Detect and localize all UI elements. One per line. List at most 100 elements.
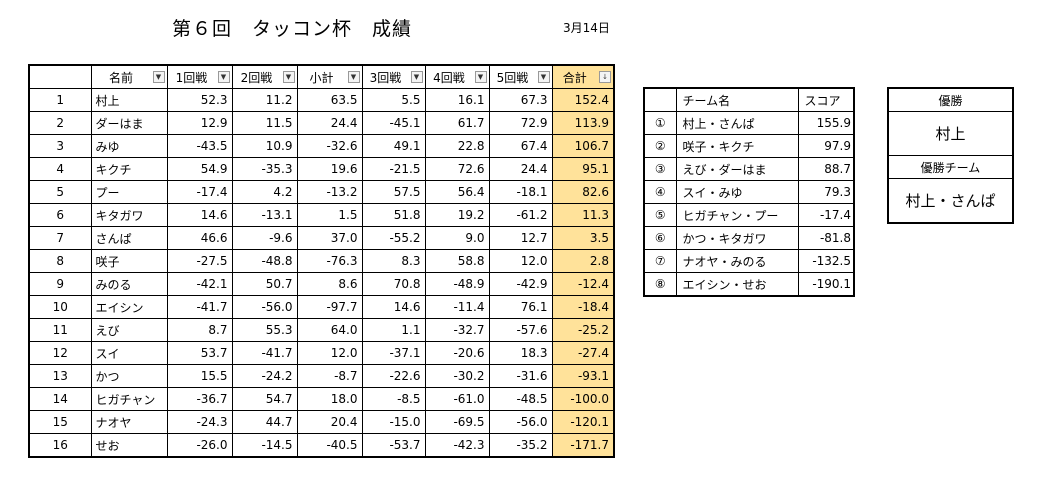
team-index-cell[interactable]: ⑧ [643, 272, 677, 297]
score-cell[interactable]: -30.2 [424, 364, 490, 388]
score-cell[interactable]: -32.6 [296, 134, 363, 158]
player-name-cell[interactable]: みゆ [90, 134, 168, 158]
score-cell[interactable]: -11.4 [424, 295, 490, 319]
team-name-cell[interactable]: スイ・みゆ [675, 180, 799, 204]
score-cell[interactable]: 54.7 [231, 387, 298, 411]
score-cell[interactable]: 19.2 [424, 203, 490, 227]
score-cell[interactable]: 22.8 [424, 134, 490, 158]
player-name-cell[interactable]: 村上 [90, 88, 168, 112]
score-cell[interactable]: -35.2 [488, 433, 553, 458]
score-cell[interactable]: -31.6 [488, 364, 553, 388]
team-score-cell[interactable]: -132.5 [797, 249, 855, 273]
score-cell[interactable]: 51.8 [361, 203, 426, 227]
score-cell[interactable]: 1.1 [361, 318, 426, 342]
score-cell[interactable]: -14.5 [231, 433, 298, 458]
team-score-cell[interactable]: 97.9 [797, 134, 855, 158]
score-cell[interactable]: -43.5 [166, 134, 233, 158]
score-cell[interactable]: 50.7 [231, 272, 298, 296]
team-name-cell[interactable]: 咲子・キクチ [675, 134, 799, 158]
rank-cell[interactable]: 1 [28, 88, 92, 112]
player-name-cell[interactable]: ナオヤ [90, 410, 168, 434]
rank-cell[interactable]: 8 [28, 249, 92, 273]
score-cell[interactable]: 11.3 [551, 203, 615, 227]
score-cell[interactable]: -17.4 [166, 180, 233, 204]
score-cell[interactable]: -41.7 [231, 341, 298, 365]
score-cell[interactable]: 12.0 [488, 249, 553, 273]
score-cell[interactable]: -48.5 [488, 387, 553, 411]
score-cell[interactable]: -15.0 [361, 410, 426, 434]
score-cell[interactable]: 72.6 [424, 157, 490, 181]
column-header-6[interactable]: 4回戦 ▼ [424, 64, 490, 89]
score-cell[interactable]: 14.6 [166, 203, 233, 227]
score-cell[interactable]: 46.6 [166, 226, 233, 250]
team-index-cell[interactable]: ① [643, 111, 677, 135]
score-cell[interactable]: 8.3 [361, 249, 426, 273]
score-cell[interactable]: 58.8 [424, 249, 490, 273]
score-cell[interactable]: -45.1 [361, 111, 426, 135]
score-cell[interactable]: -12.4 [551, 272, 615, 296]
filter-dropdown-icon[interactable]: ▼ [537, 71, 550, 83]
score-cell[interactable]: 63.5 [296, 88, 363, 112]
team-name-cell[interactable]: えび・ダーはま [675, 157, 799, 181]
rank-cell[interactable]: 10 [28, 295, 92, 319]
team-name-cell[interactable]: 村上・さんぱ [675, 111, 799, 135]
player-name-cell[interactable]: 咲子 [90, 249, 168, 273]
rank-cell[interactable]: 3 [28, 134, 92, 158]
score-cell[interactable]: -13.2 [296, 180, 363, 204]
player-name-cell[interactable]: みのる [90, 272, 168, 296]
score-cell[interactable]: 3.5 [551, 226, 615, 250]
rank-cell[interactable]: 5 [28, 180, 92, 204]
score-cell[interactable]: -35.3 [231, 157, 298, 181]
player-name-cell[interactable]: キクチ [90, 157, 168, 181]
score-cell[interactable]: 52.3 [166, 88, 233, 112]
score-cell[interactable]: 15.5 [166, 364, 233, 388]
score-cell[interactable]: 95.1 [551, 157, 615, 181]
score-cell[interactable]: 37.0 [296, 226, 363, 250]
score-cell[interactable]: 24.4 [488, 157, 553, 181]
score-cell[interactable]: -120.1 [551, 410, 615, 434]
score-cell[interactable]: 82.6 [551, 180, 615, 204]
score-cell[interactable]: -42.9 [488, 272, 553, 296]
score-cell[interactable]: 9.0 [424, 226, 490, 250]
team-index-cell[interactable]: ③ [643, 157, 677, 181]
score-cell[interactable]: -100.0 [551, 387, 615, 411]
column-header-3[interactable]: 2回戦 ▼ [231, 64, 298, 89]
rank-cell[interactable]: 9 [28, 272, 92, 296]
score-cell[interactable]: 54.9 [166, 157, 233, 181]
team-index-cell[interactable]: ④ [643, 180, 677, 204]
score-cell[interactable]: 24.4 [296, 111, 363, 135]
score-cell[interactable]: 70.8 [361, 272, 426, 296]
score-cell[interactable]: 106.7 [551, 134, 615, 158]
score-cell[interactable]: 55.3 [231, 318, 298, 342]
score-cell[interactable]: 56.4 [424, 180, 490, 204]
score-cell[interactable]: -40.5 [296, 433, 363, 458]
rank-cell[interactable]: 13 [28, 364, 92, 388]
score-cell[interactable]: -9.6 [231, 226, 298, 250]
player-name-cell[interactable]: キタガワ [90, 203, 168, 227]
score-cell[interactable]: 4.2 [231, 180, 298, 204]
score-cell[interactable]: -42.1 [166, 272, 233, 296]
score-cell[interactable]: 57.5 [361, 180, 426, 204]
rank-cell[interactable]: 14 [28, 387, 92, 411]
player-name-cell[interactable]: さんぱ [90, 226, 168, 250]
score-cell[interactable]: -18.4 [551, 295, 615, 319]
team-score-cell[interactable]: 79.3 [797, 180, 855, 204]
team-score-cell[interactable]: 155.9 [797, 111, 855, 135]
score-cell[interactable]: 76.1 [488, 295, 553, 319]
score-cell[interactable]: -22.6 [361, 364, 426, 388]
filter-dropdown-icon[interactable]: ▼ [474, 71, 487, 83]
column-header-7[interactable]: 5回戦 ▼ [488, 64, 553, 89]
score-cell[interactable]: 152.4 [551, 88, 615, 112]
score-cell[interactable]: -61.0 [424, 387, 490, 411]
column-header-5[interactable]: 3回戦 ▼ [361, 64, 426, 89]
team-index-cell[interactable]: ⑦ [643, 249, 677, 273]
score-cell[interactable]: -21.5 [361, 157, 426, 181]
score-cell[interactable]: 61.7 [424, 111, 490, 135]
column-header-4[interactable]: 小計 ▼ [296, 64, 363, 89]
score-cell[interactable]: -13.1 [231, 203, 298, 227]
score-cell[interactable]: -8.5 [361, 387, 426, 411]
team-score-cell[interactable]: 88.7 [797, 157, 855, 181]
team-index-cell[interactable]: ⑤ [643, 203, 677, 227]
score-cell[interactable]: -57.6 [488, 318, 553, 342]
score-cell[interactable]: -69.5 [424, 410, 490, 434]
